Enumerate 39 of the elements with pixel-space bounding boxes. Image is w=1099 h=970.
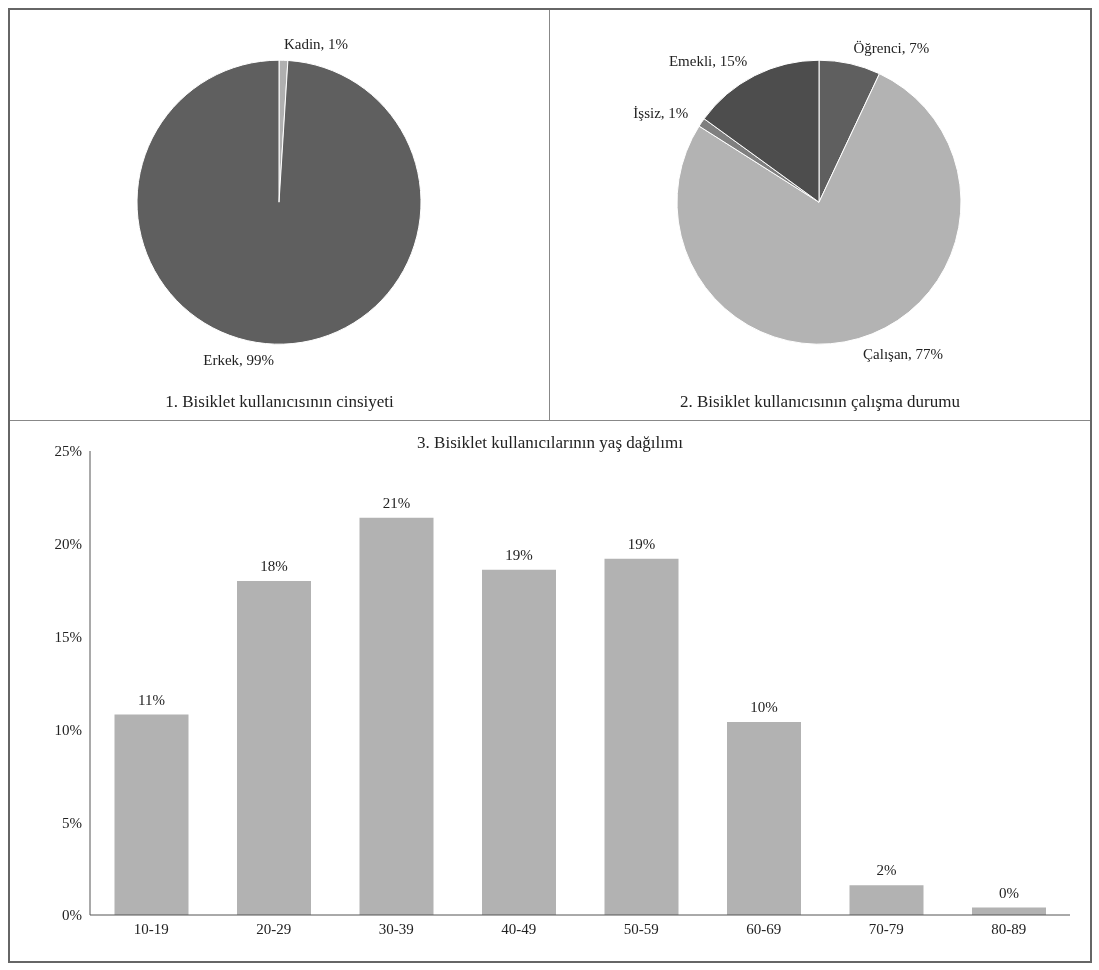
- data-label: 19%: [627, 535, 656, 552]
- slice-label: Kadin, 1%: [283, 36, 349, 53]
- bar: [604, 558, 679, 915]
- x-tick-label: 80-89: [991, 920, 1027, 937]
- x-tick-label: 70-79: [868, 920, 904, 937]
- bar: [482, 569, 556, 915]
- y-tick-label: 0%: [62, 907, 82, 924]
- x-tick-label: 10-19: [133, 920, 169, 937]
- slice-label: Emekli, 15%: [668, 53, 748, 70]
- data-label: 0%: [999, 884, 1019, 901]
- bar: [849, 885, 924, 915]
- bar: [114, 714, 189, 915]
- data-label: 10%: [750, 698, 778, 715]
- y-tick-label: 5%: [62, 814, 82, 831]
- y-tick-label: 20%: [54, 536, 82, 553]
- bar: [727, 721, 801, 915]
- x-tick-label: 40-49: [501, 920, 537, 937]
- chart-title: 3. Bisiklet kullanıcılarının yaş dağılımı: [417, 433, 683, 452]
- x-tick-label: 60-69: [746, 920, 782, 937]
- data-label: 19%: [505, 546, 533, 563]
- data-label: 11%: [138, 691, 165, 708]
- bar: [359, 517, 434, 915]
- y-tick-label: 25%: [54, 443, 82, 460]
- text: 1. Bisiklet kullanıcısının cinsiyeti: [164, 392, 395, 412]
- data-label: 18%: [260, 557, 288, 574]
- data-label: 21%: [382, 494, 411, 511]
- y-tick-label: 15%: [54, 628, 82, 645]
- pie-slice: [136, 59, 422, 345]
- x-tick-label: 30-39: [378, 920, 414, 937]
- slice-label: Erkek, 99%: [203, 352, 275, 369]
- slice-label: İşsiz, 1%: [633, 105, 689, 122]
- text: 2. Bisiklet kullanıcısının çalışma durumu: [679, 392, 961, 412]
- slice-label: Öğrenci, 7%: [853, 40, 930, 57]
- x-tick-label: 50-59: [623, 920, 659, 937]
- data-label: 2%: [876, 862, 897, 879]
- y-tick-label: 10%: [54, 721, 82, 738]
- x-tick-label: 20-29: [256, 920, 292, 937]
- bar: [237, 580, 311, 915]
- slice-label: Çalışan, 77%: [863, 345, 944, 362]
